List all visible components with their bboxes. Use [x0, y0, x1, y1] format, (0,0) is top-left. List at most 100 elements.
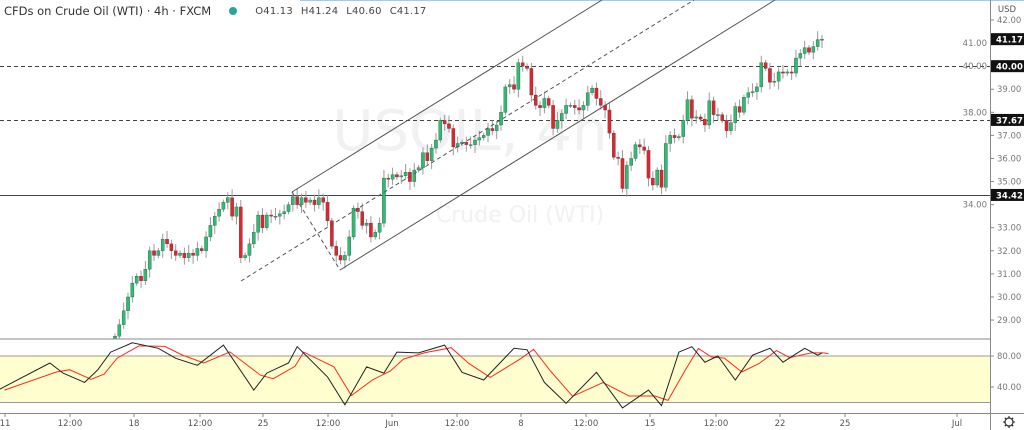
candle-body	[529, 68, 534, 96]
gear-icon-tooth	[1011, 424, 1014, 427]
candle-body	[191, 252, 195, 256]
candle-body	[334, 246, 338, 256]
candle-body	[182, 252, 187, 258]
price-label-37.67-bg	[991, 113, 1024, 126]
candle-body	[403, 172, 408, 176]
time-label: 12:00	[704, 419, 729, 429]
candle	[612, 130, 616, 161]
candle	[724, 114, 729, 138]
candle	[789, 66, 794, 81]
stoch-band	[0, 356, 990, 403]
candle	[386, 173, 391, 188]
candle	[239, 200, 243, 264]
candle-body	[425, 152, 430, 161]
candle	[733, 102, 738, 132]
candle	[299, 193, 304, 213]
pitchfork-handle-line[interactable]	[291, 191, 341, 271]
candle-body	[369, 222, 373, 238]
candle-body	[338, 255, 343, 261]
time-label: 12:00	[58, 419, 83, 429]
pitchfork-lower-line[interactable]	[339, 0, 776, 271]
candle-body	[165, 239, 169, 245]
candle-body	[442, 120, 447, 125]
candle-body	[304, 197, 308, 203]
pitchfork-drawing[interactable]	[240, 0, 776, 282]
stochastic-pane[interactable]	[0, 342, 990, 409]
candle-body	[768, 68, 772, 83]
price-label-40.00-bg	[991, 60, 1024, 73]
candle	[529, 62, 534, 102]
candle	[321, 193, 325, 211]
candle-body	[742, 97, 746, 113]
candle-body	[759, 62, 764, 88]
candle	[677, 133, 681, 141]
candle-body	[234, 206, 239, 217]
candle-body	[781, 71, 785, 74]
candle-body	[698, 116, 703, 120]
price-label-37.67: 37.67	[996, 116, 1023, 126]
candle	[512, 76, 516, 94]
candle-body	[208, 225, 213, 238]
candle-body	[607, 109, 612, 134]
candle	[620, 150, 625, 193]
candle-body	[677, 136, 681, 138]
candle-body	[616, 157, 620, 159]
candle-body	[382, 177, 386, 224]
candle-body	[173, 250, 178, 256]
candle	[681, 114, 685, 144]
candle-body	[139, 276, 143, 281]
candle	[568, 102, 573, 109]
candle	[130, 276, 135, 303]
candle	[798, 49, 803, 67]
candle	[429, 143, 434, 170]
candle-body	[690, 99, 694, 119]
candle-body	[507, 84, 512, 88]
candle-body	[798, 53, 803, 59]
gear-icon-tooth	[1011, 417, 1014, 420]
candle	[247, 238, 252, 263]
candle-body	[494, 124, 499, 131]
candle	[213, 212, 217, 234]
candle-body	[724, 120, 729, 131]
candle-body	[594, 87, 599, 99]
candle-body	[789, 71, 794, 74]
candle-body	[802, 47, 807, 54]
pitchfork-median-line[interactable]	[240, 0, 695, 282]
candle	[390, 167, 395, 185]
candle	[490, 120, 495, 135]
candle	[165, 230, 169, 249]
candle	[781, 65, 785, 79]
price-tick-label: 34.00	[963, 201, 987, 211]
candle	[399, 170, 404, 184]
horizontal-lines[interactable]	[0, 66, 990, 196]
candle-body	[243, 255, 247, 258]
candle	[113, 333, 117, 340]
candle	[434, 133, 438, 154]
gear-icon-ring	[1004, 417, 1014, 427]
candle	[815, 31, 820, 51]
candle-body	[516, 62, 521, 90]
candle	[542, 91, 547, 114]
candle	[607, 103, 612, 139]
candle-body	[612, 132, 616, 158]
candle-body	[481, 135, 486, 138]
symbol-title[interactable]: CFDs on Crude Oil (WTI) · 4h · FXCM	[4, 4, 212, 18]
candle-body	[716, 114, 720, 116]
candle-body	[555, 120, 560, 129]
candle-body	[317, 197, 321, 205]
candle-body	[820, 39, 824, 41]
candle	[226, 192, 230, 210]
candle-body	[282, 211, 286, 215]
candle	[763, 59, 768, 72]
gear-icon[interactable]	[1003, 416, 1015, 428]
candle-body	[169, 243, 174, 251]
candle	[551, 99, 555, 136]
candle	[586, 85, 590, 111]
candle-body	[247, 243, 252, 256]
candle-body	[794, 57, 798, 74]
pitchfork-upper-line[interactable]	[291, 0, 603, 193]
candle-body	[321, 197, 325, 203]
candle-body	[286, 204, 291, 212]
candle-body	[755, 86, 759, 92]
